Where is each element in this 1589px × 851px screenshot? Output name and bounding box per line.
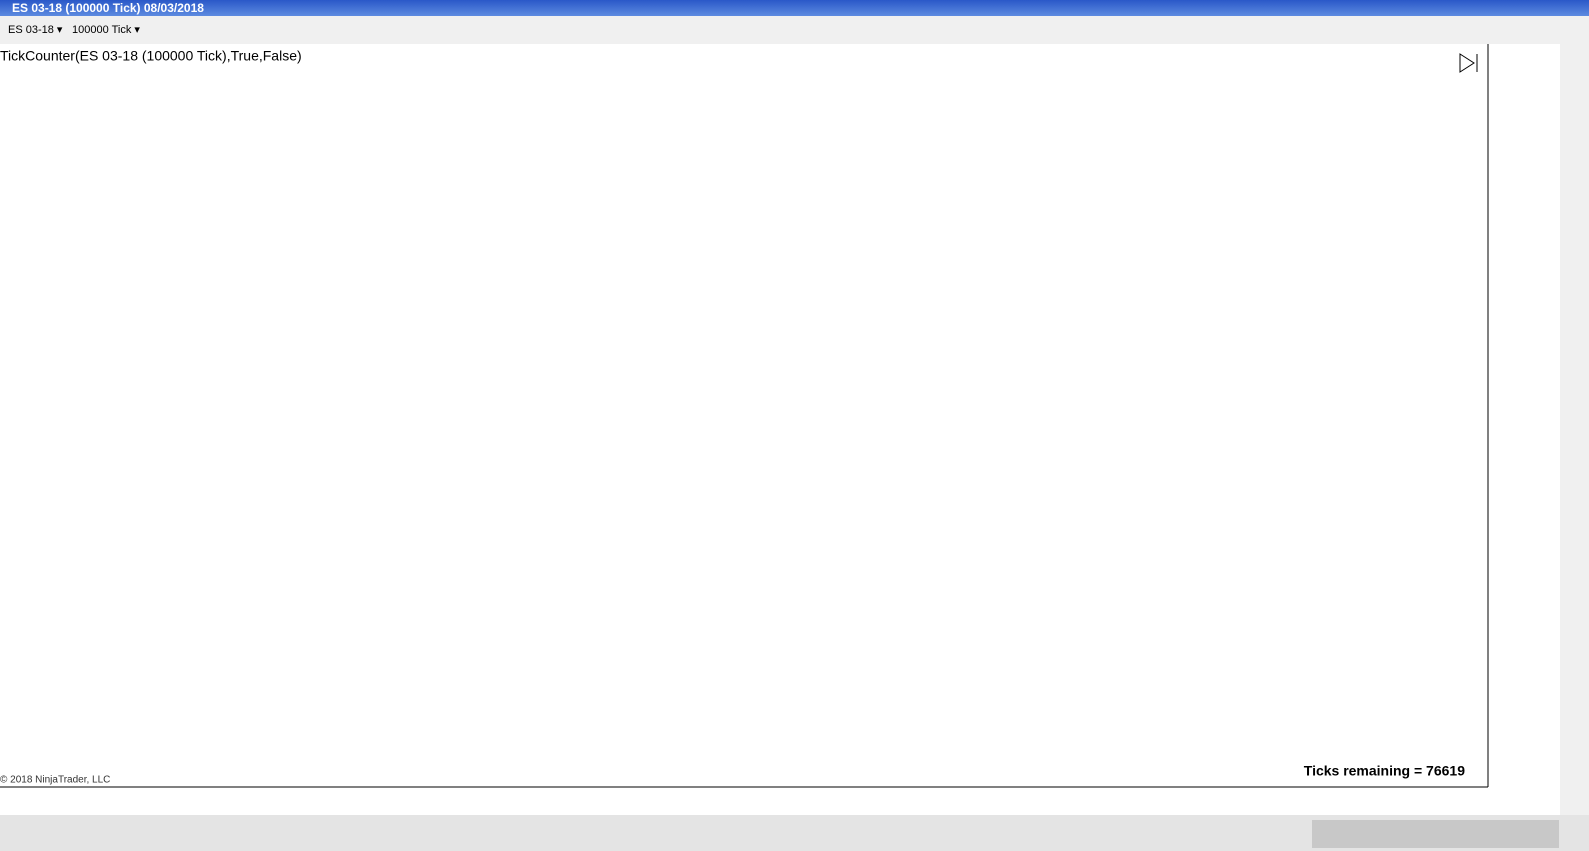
scroll-thumb[interactable]	[1312, 820, 1559, 848]
chart: TickCounter(ES 03-18 (100000 Tick),True,…	[0, 44, 1589, 851]
toolbar: ES 03-18 ▾ 100000 Tick ▾	[0, 16, 1589, 45]
copyright: © 2018 NinjaTrader, LLC	[0, 775, 110, 786]
title-bar: ES 03-18 (100000 Tick) 08/03/2018	[0, 0, 1589, 16]
indicator-label: TickCounter(ES 03-18 (100000 Tick),True,…	[0, 48, 302, 64]
window-title: ES 03-18 (100000 Tick) 08/03/2018	[12, 1, 204, 15]
ticks-remaining: Ticks remaining = 76619	[1304, 763, 1465, 779]
interval: 100000 Tick	[72, 24, 132, 36]
time-axis	[0, 787, 1560, 815]
scroll-end-icon[interactable]	[1459, 53, 1478, 73]
interval-select[interactable]: 100000 Tick ▾	[72, 24, 140, 36]
price-axis	[1488, 44, 1560, 787]
plot-area	[0, 44, 1488, 787]
instrument: ES 03-18	[8, 24, 54, 36]
side-strip	[1560, 44, 1589, 815]
instrument-select[interactable]: ES 03-18 ▾	[8, 24, 63, 36]
